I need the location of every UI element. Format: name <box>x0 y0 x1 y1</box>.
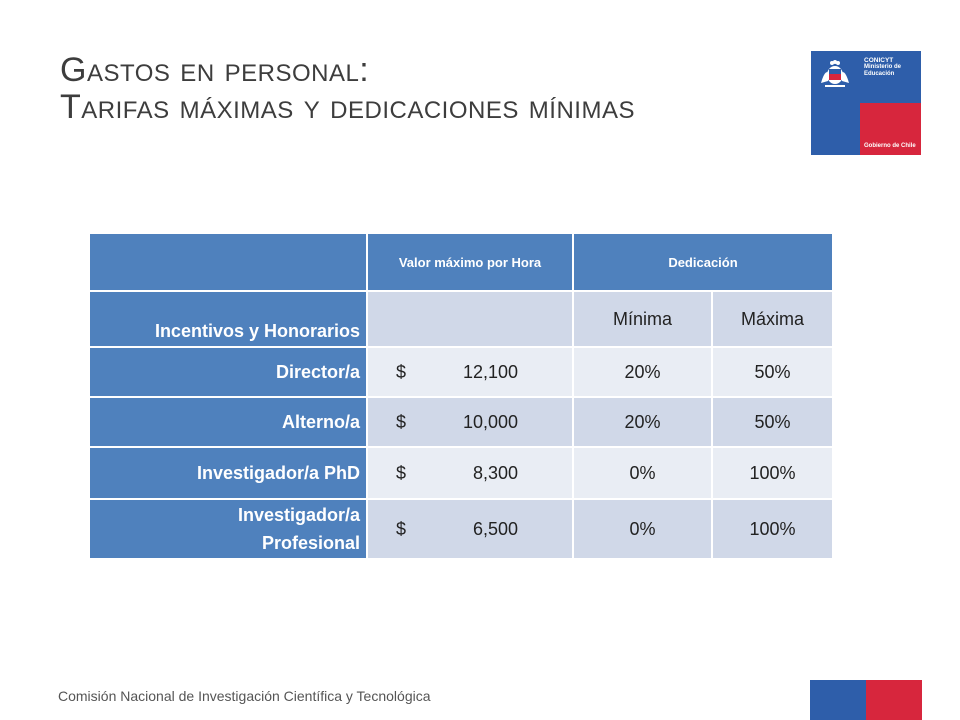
row-label: Alterno/a <box>88 396 368 448</box>
table-row: Alterno/a $10,000 20% 50% <box>88 396 834 448</box>
row-valor-amount: 6,500 <box>472 518 518 539</box>
logo-ministry-line-1: Ministerio de <box>864 64 902 70</box>
table-row: Investigador/a PhD $8,300 0% 100% <box>88 446 834 500</box>
rates-table: Valor máximo por Hora Dedicación Incenti… <box>88 232 834 560</box>
row-minima: 0% <box>571 446 714 500</box>
currency-symbol: $ <box>395 462 406 483</box>
chile-coat-of-arms-icon <box>821 60 849 87</box>
subheader-minima: Mínima <box>571 290 714 348</box>
row-minima: 20% <box>571 346 714 398</box>
slide-title: Gastos en personal: Tarifas máximas y de… <box>60 52 635 125</box>
table-header-row: Valor máximo por Hora Dedicación <box>88 232 834 292</box>
row-maxima: 50% <box>711 396 834 448</box>
row-valor: $8,300 <box>366 446 574 500</box>
title-line-1: Gastos en personal: <box>60 51 370 89</box>
row-label: Director/a <box>88 346 368 398</box>
row-label: Investigador/a PhD <box>88 446 368 500</box>
row-valor-amount: 12,100 <box>462 361 518 382</box>
row-valor: $6,500 <box>366 498 574 560</box>
logo-ministry-line-2: Educación <box>864 71 895 77</box>
row-maxima: 50% <box>711 346 834 398</box>
section-label: Incentivos y Honorarios <box>88 290 368 348</box>
header-valor: Valor máximo por Hora <box>366 232 574 292</box>
title-line-2: Tarifas máximas y dedicaciones mínimas <box>60 87 635 126</box>
footer-flag <box>810 680 922 720</box>
table-row: Investigador/a Profesional $6,500 0% 100… <box>88 498 834 560</box>
row-maxima: 100% <box>711 446 834 500</box>
row-minima: 20% <box>571 396 714 448</box>
currency-symbol: $ <box>395 361 406 382</box>
row-valor: $10,000 <box>366 396 574 448</box>
header-empty-cell <box>88 232 368 292</box>
logo-org-name: CONICYT <box>864 57 894 64</box>
currency-symbol: $ <box>395 518 406 539</box>
row-valor-amount: 8,300 <box>472 462 518 483</box>
subheader-maxima: Máxima <box>711 290 834 348</box>
table-row: Director/a $12,100 20% 50% <box>88 346 834 398</box>
row-valor: $12,100 <box>366 346 574 398</box>
row-maxima: 100% <box>711 498 834 560</box>
table-subheader-row: Incentivos y Honorarios Mínima Máxima <box>88 290 834 348</box>
currency-symbol: $ <box>395 411 406 432</box>
logo-government: Gobierno de Chile <box>864 143 916 149</box>
row-minima: 0% <box>571 498 714 560</box>
row-label: Investigador/a Profesional <box>88 498 368 560</box>
subheader-empty-cell <box>366 290 574 348</box>
row-valor-amount: 10,000 <box>462 411 518 432</box>
footer-org-name: Comisión Nacional de Investigación Cient… <box>58 688 431 704</box>
conicyt-logo: CONICYT Ministerio de Educación Gobierno… <box>811 51 921 155</box>
header-dedicacion: Dedicación <box>572 232 834 292</box>
